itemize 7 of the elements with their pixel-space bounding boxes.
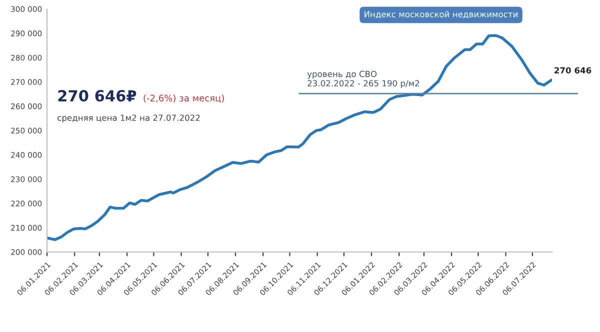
annotation: (-2,6%) за месяц): [144, 94, 224, 103]
annotation: 270 646₽: [58, 90, 136, 102]
annotation: средняя цена 1м2 на 27.07.2022: [58, 114, 200, 123]
line-series: [47, 34, 552, 241]
ref-line-label: уровень до СВО 23.02.2022 - 265 190 р/м2: [307, 70, 420, 88]
annotation: 270 646: [554, 67, 592, 74]
chart-title: Индекс московской недвижимости: [364, 10, 518, 18]
